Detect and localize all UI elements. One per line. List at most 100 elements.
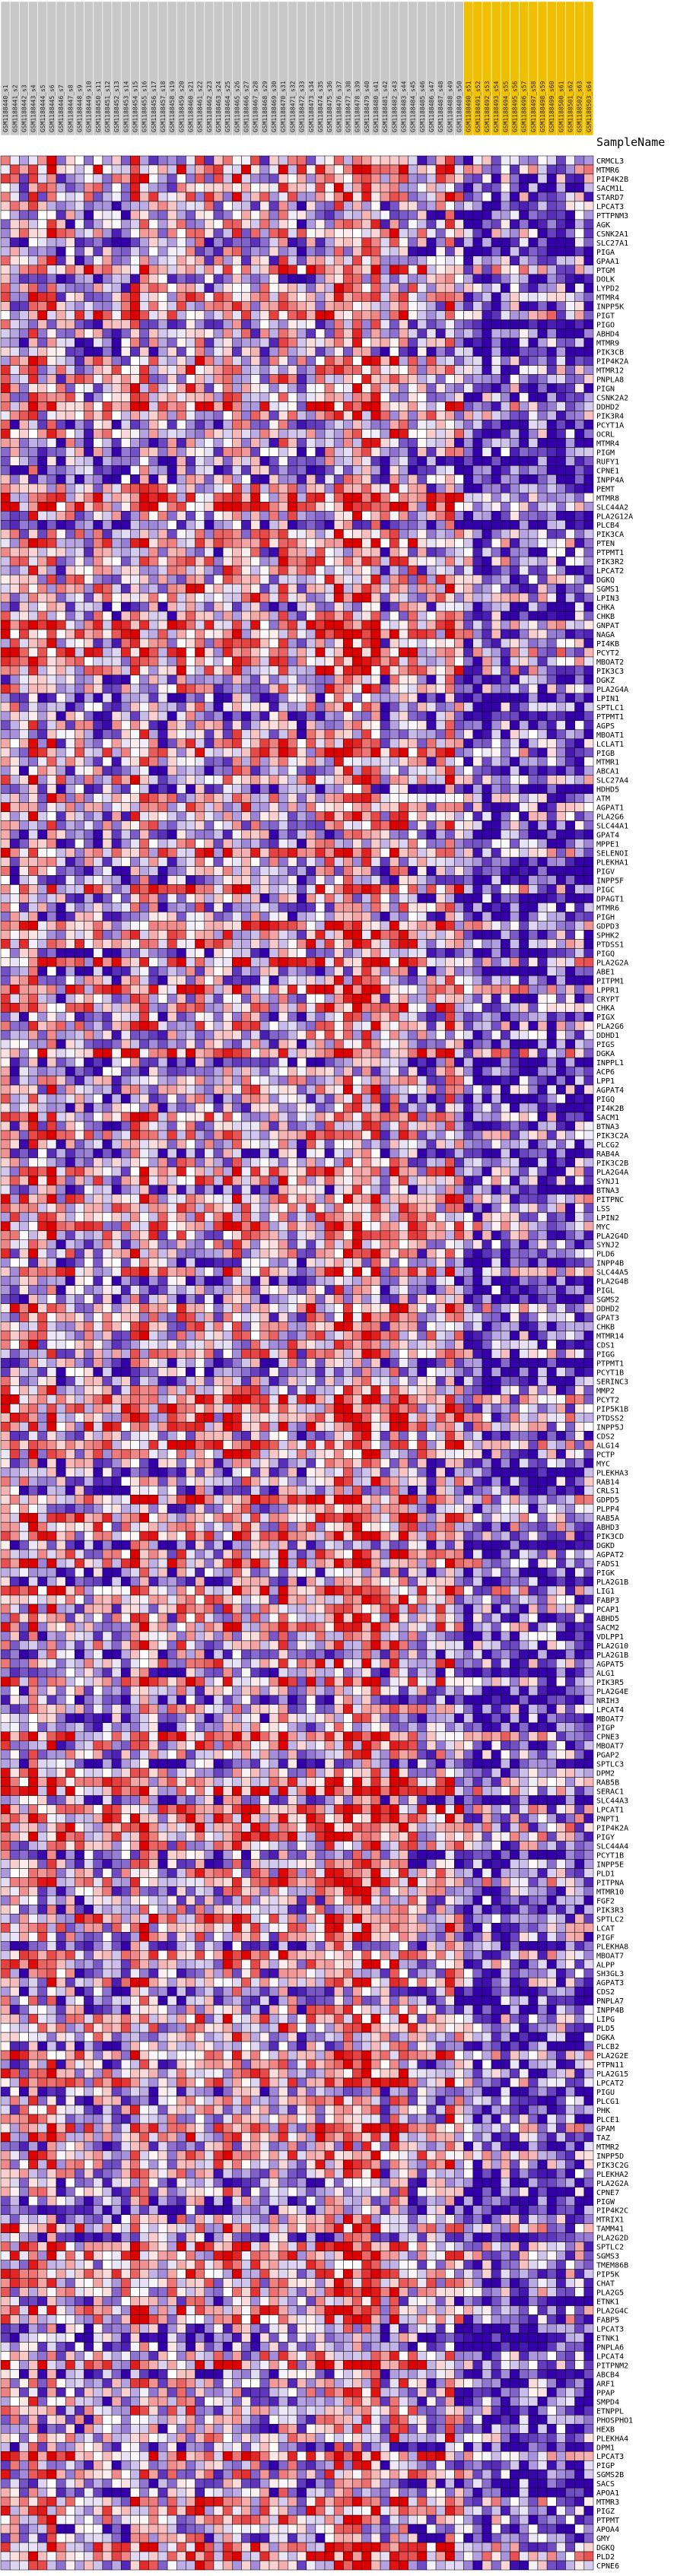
- heatmap-cell: [10, 839, 19, 849]
- heatmap-cell: [278, 284, 288, 293]
- heatmap-cell: [65, 776, 75, 785]
- heatmap-cell: [112, 284, 121, 293]
- heatmap-cell: [56, 456, 65, 465]
- heatmap-cell: [334, 357, 343, 366]
- heatmap-cell: [436, 776, 445, 785]
- sample-label: GSM1188496_s57: [521, 81, 528, 132]
- heatmap-cell: [94, 465, 103, 474]
- heatmap-cell: [353, 730, 362, 739]
- heatmap-cell: [307, 456, 316, 465]
- heatmap-cell: [362, 357, 371, 366]
- heatmap-cell: [464, 557, 473, 566]
- heatmap-cell: [260, 776, 269, 785]
- heatmap-cell: [325, 429, 334, 438]
- heatmap-cell: [103, 247, 112, 256]
- heatmap-cell: [353, 520, 362, 529]
- heatmap-cell: [316, 357, 325, 366]
- heatmap-cell: [520, 776, 529, 785]
- heatmap-cell: [1, 384, 10, 393]
- heatmap-cell: [75, 557, 84, 566]
- heatmap-cell: [371, 584, 380, 593]
- heatmap-cell: [1, 557, 10, 566]
- heatmap-cell: [269, 311, 278, 320]
- heatmap-cell: [232, 529, 241, 538]
- heatmap-cell: [232, 839, 241, 849]
- heatmap-cell: [353, 529, 362, 538]
- heatmap-cell: [186, 675, 195, 684]
- heatmap-cell: [399, 493, 408, 502]
- heatmap-cell: [29, 657, 38, 666]
- heatmap-cell: [464, 529, 473, 538]
- heatmap-cell: [297, 247, 307, 256]
- heatmap-cell: [214, 839, 223, 849]
- heatmap-cell: [547, 721, 556, 730]
- heatmap-cell: [223, 320, 232, 329]
- heatmap-cell: [56, 785, 65, 794]
- heatmap-cell: [343, 211, 352, 220]
- heatmap-cell: [65, 630, 75, 639]
- heatmap-cell: [399, 357, 408, 366]
- heatmap-cell: [473, 220, 482, 229]
- heatmap-cell: [196, 311, 205, 320]
- heatmap-cell: [584, 375, 593, 384]
- heatmap-cell: [436, 229, 445, 238]
- heatmap-cell: [176, 766, 186, 776]
- heatmap-cell: [427, 265, 436, 274]
- heatmap-cell: [130, 593, 139, 602]
- heatmap-cell: [260, 220, 269, 229]
- heatmap-cell: [473, 366, 482, 375]
- heatmap-cell: [575, 785, 584, 794]
- heatmap-cell: [353, 220, 362, 229]
- heatmap-cell: [538, 776, 547, 785]
- heatmap-cell: [75, 602, 84, 611]
- heatmap-cell: [510, 748, 519, 757]
- heatmap-cell: [297, 401, 307, 411]
- heatmap-cell: [353, 557, 362, 566]
- heatmap-cell: [29, 757, 38, 766]
- sample-label: GSM1188450_s11: [95, 81, 102, 132]
- heatmap-cell: [65, 192, 75, 201]
- heatmap-cell: [575, 602, 584, 611]
- heatmap-cell: [1, 429, 10, 438]
- heatmap-cell: [10, 602, 19, 611]
- heatmap-cell: [473, 238, 482, 247]
- heatmap-cell: [19, 401, 28, 411]
- heatmap-cell: [288, 247, 297, 256]
- heatmap-cell: [547, 438, 556, 447]
- heatmap-cell: [56, 730, 65, 739]
- heatmap-cell: [389, 620, 399, 630]
- heatmap-cell: [501, 265, 510, 274]
- heatmap-cell: [316, 411, 325, 420]
- heatmap-cell: [140, 438, 149, 447]
- heatmap-cell: [65, 812, 75, 821]
- heatmap-cell: [112, 529, 121, 538]
- heatmap-cell: [556, 293, 565, 302]
- heatmap-cell: [436, 593, 445, 602]
- heatmap-cell: [427, 338, 436, 347]
- heatmap-cell: [251, 165, 260, 174]
- heatmap-cell: [38, 329, 47, 338]
- heatmap-cell: [223, 693, 232, 703]
- heatmap-cell: [149, 821, 158, 830]
- heatmap-cell: [584, 730, 593, 739]
- heatmap-cell: [408, 320, 418, 329]
- heatmap-cell: [427, 730, 436, 739]
- heatmap-cell: [482, 639, 491, 648]
- heatmap-cell: [316, 375, 325, 384]
- heatmap-cell: [547, 201, 556, 211]
- heatmap-cell: [454, 693, 463, 703]
- heatmap-cell: [491, 311, 501, 320]
- heatmap-cell: [473, 648, 482, 657]
- heatmap-cell: [112, 502, 121, 511]
- heatmap-cell: [556, 438, 565, 447]
- heatmap-cell: [464, 593, 473, 602]
- heatmap-cell: [112, 511, 121, 520]
- heatmap-cell: [565, 703, 574, 712]
- heatmap-cell: [84, 174, 94, 183]
- heatmap-cell: [47, 785, 56, 794]
- heatmap-cell: [353, 302, 362, 311]
- heatmap-cell: [112, 320, 121, 329]
- heatmap-cell: [94, 721, 103, 730]
- heatmap-cell: [389, 229, 399, 238]
- heatmap-cell: [297, 538, 307, 547]
